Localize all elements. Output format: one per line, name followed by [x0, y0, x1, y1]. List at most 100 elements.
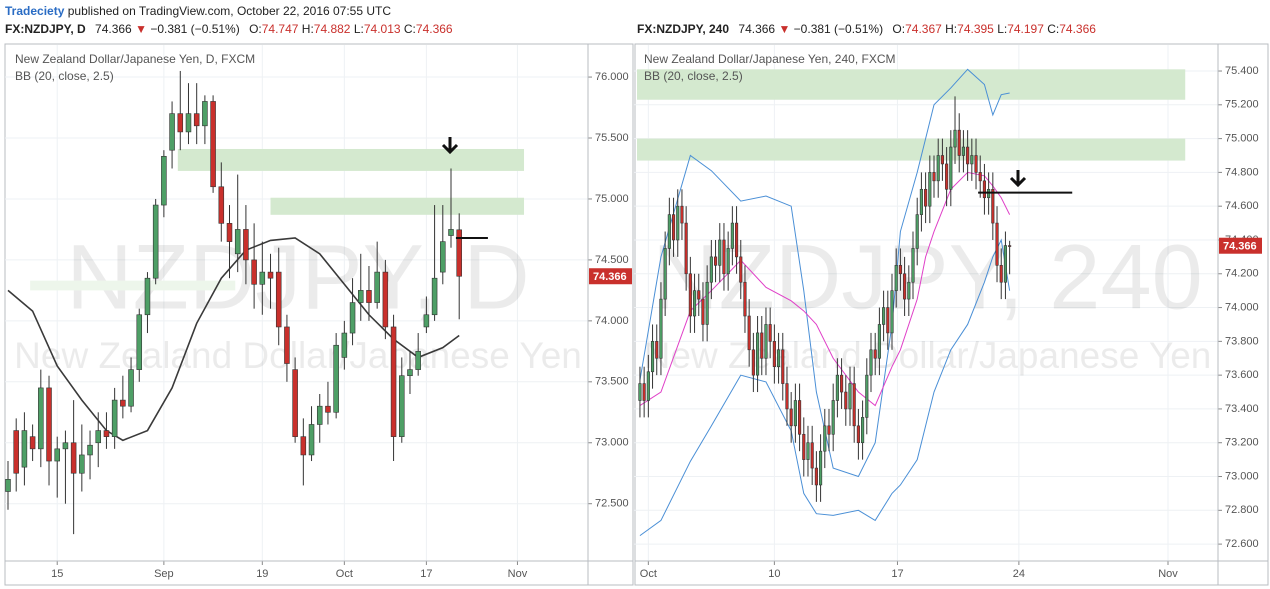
candle-body: [226, 223, 233, 242]
candle-body: [701, 298, 705, 325]
series-title: New Zealand Dollar/Japanese Yen, 240, FX…: [644, 52, 895, 66]
candle-body: [667, 214, 671, 249]
candle-body: [991, 188, 995, 224]
candle-body: [932, 172, 936, 182]
y-tick-label: 74.200: [1225, 268, 1259, 280]
y-tick-label: 74.000: [1225, 301, 1259, 313]
indicator-title: BB (20, close, 2.5): [644, 69, 743, 83]
candle-body: [300, 436, 307, 456]
candle-body: [982, 180, 986, 199]
candle-body: [970, 155, 974, 165]
candle-body: [448, 229, 454, 236]
candle-body: [423, 314, 430, 328]
symbol: FX:NZDJPY, D: [5, 22, 86, 36]
candle-body: [684, 222, 688, 275]
candle-body: [924, 188, 928, 207]
candle-body: [95, 430, 102, 444]
candle-body: [877, 324, 881, 359]
y-tick-label: 72.800: [1225, 504, 1259, 516]
candle-body: [152, 204, 159, 279]
candle-body: [382, 271, 389, 328]
legend-left: FX:NZDJPY, D 74.366 ▼ −0.381 (−0.51%) O:…: [5, 22, 453, 36]
candle-body: [911, 248, 915, 283]
y-tick-label: 76.000: [595, 71, 629, 83]
y-tick-label: 73.000: [1225, 470, 1259, 482]
candle-body: [709, 256, 713, 283]
candle-body: [680, 205, 684, 224]
candle-body: [810, 442, 814, 469]
candle-body: [793, 400, 797, 427]
change: −0.381 (−0.51%): [793, 22, 884, 36]
ohlc-label: L:: [353, 22, 364, 36]
candle-body: [169, 113, 175, 151]
y-tick-label: 73.000: [595, 437, 629, 449]
candle-body: [663, 248, 667, 300]
candle-body: [349, 302, 356, 334]
candle-body: [407, 369, 413, 377]
candle-body: [966, 146, 970, 165]
candle-body: [177, 113, 184, 133]
y-tick-label: 74.500: [595, 254, 629, 266]
candle-body: [46, 387, 52, 462]
candle-body: [739, 256, 743, 283]
candle-body: [936, 155, 940, 182]
y-tick-label: 73.800: [1225, 335, 1259, 347]
candle-body: [671, 214, 676, 241]
y-tick-label: 73.400: [1225, 403, 1259, 415]
author-link[interactable]: Tradeciety: [5, 4, 65, 18]
candle-body: [726, 248, 730, 275]
candle-body: [415, 351, 421, 370]
arrow: [441, 137, 459, 155]
x-tick-label: Sep: [154, 568, 174, 580]
candle-body: [62, 442, 69, 450]
candle-body: [873, 349, 877, 359]
y-tick-label: 72.600: [1225, 538, 1259, 550]
candle-body: [894, 265, 898, 291]
last-price: 74.366: [738, 22, 776, 36]
candle-body: [1003, 245, 1007, 283]
down-arrow: ▼: [135, 22, 147, 36]
y-tick-label: 75.200: [1225, 99, 1259, 111]
candle-body: [357, 290, 364, 303]
candle-body: [38, 387, 44, 450]
change: −0.381 (−0.51%): [150, 22, 240, 36]
candle-body: [308, 424, 315, 456]
ohlc-value: 74.882: [313, 22, 351, 36]
candle-body: [945, 163, 949, 190]
ohlc-label: O:: [892, 22, 906, 36]
candle-body: [210, 101, 216, 188]
ohlc-label: C:: [403, 22, 416, 36]
candle-body: [21, 430, 28, 468]
candle-body: [730, 222, 734, 249]
y-tick-label: 73.200: [1225, 437, 1259, 449]
candle-body: [919, 188, 923, 215]
candle-body: [844, 391, 848, 410]
candle-body: [243, 229, 249, 261]
y-tick-label: 74.800: [1225, 166, 1259, 178]
candle-body: [747, 315, 751, 351]
candle-body: [772, 341, 776, 367]
publish-line: Tradeciety published on TradingView.com,…: [5, 4, 391, 18]
ohlc-value: 74.366: [1059, 22, 1096, 36]
candle-body: [768, 324, 772, 342]
candle-body: [848, 383, 852, 410]
ohlc-value: 74.013: [363, 22, 401, 36]
candle-body: [798, 400, 802, 435]
y-tick-label: 75.500: [595, 132, 629, 144]
candle-body: [399, 375, 405, 437]
candle-body: [764, 324, 768, 359]
band-line: [639, 68, 1010, 478]
y-tick-label: 75.000: [1225, 133, 1259, 145]
x-tick-label: Nov: [508, 568, 528, 580]
candle-body: [646, 371, 650, 401]
candle-body: [940, 155, 944, 165]
band-line: [639, 238, 1011, 537]
candle-body: [735, 222, 739, 258]
candle-body: [861, 417, 865, 444]
zone: [30, 280, 236, 291]
candle-body: [5, 479, 11, 492]
x-tick-label: 15: [51, 568, 63, 580]
candle-body: [823, 425, 827, 452]
candle-body: [638, 383, 642, 401]
watermark: NZDJPY, 240: [652, 226, 1203, 328]
